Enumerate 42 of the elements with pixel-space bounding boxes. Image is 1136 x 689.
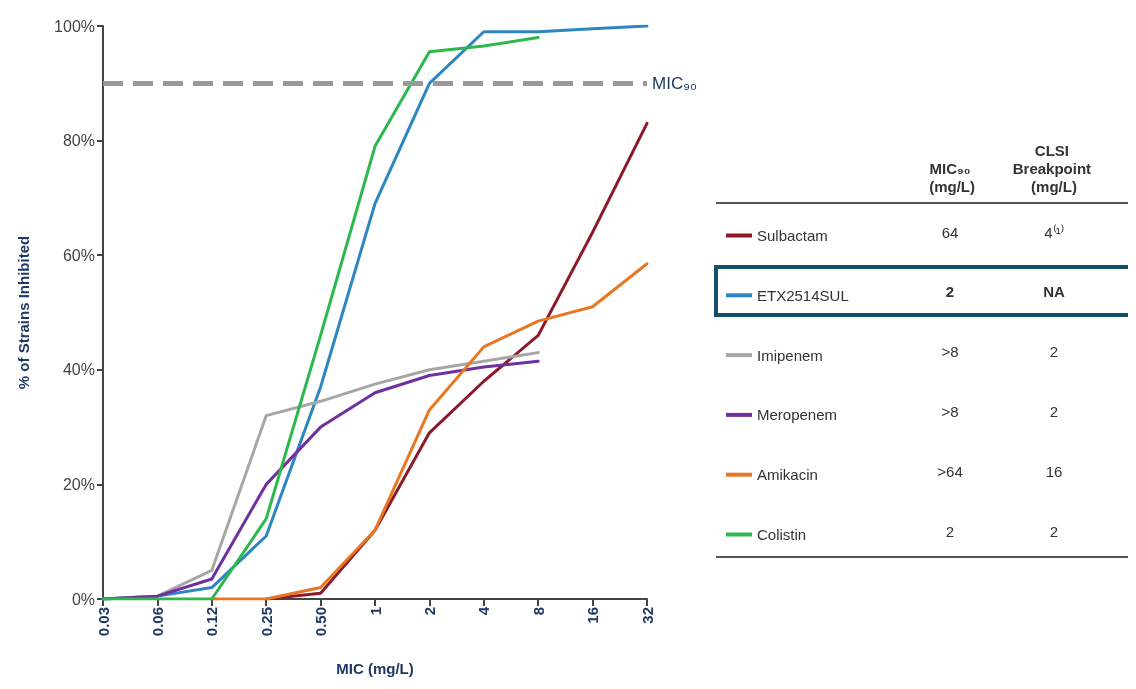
- legend-label: ETX2514SUL: [757, 286, 849, 304]
- text: 2: [1049, 343, 1059, 361]
- text: MIC₉₀ (mg/L): [925, 159, 975, 195]
- x-tick-label: 0.03: [94, 607, 112, 637]
- x-tick-label: 0.12: [203, 607, 221, 637]
- text: NA: [1043, 283, 1065, 301]
- y-tick-label: 60%: [62, 246, 95, 264]
- ref-line-label: MIC₉₀: [652, 73, 697, 93]
- legend-label: Imipenem: [757, 346, 823, 364]
- y-tick-label: 80%: [62, 132, 95, 150]
- legend-label: Meropenem: [757, 406, 838, 424]
- text: 2: [1049, 522, 1059, 540]
- y-tick-label: 0%: [71, 590, 95, 608]
- y-tick-label: 20%: [62, 475, 95, 493]
- y-axis-title: % of Strains Inhibited: [15, 235, 32, 390]
- text: 2: [945, 283, 955, 301]
- text: >64: [937, 462, 963, 480]
- legend-label: Amikacin: [757, 466, 818, 484]
- x-tick-label: 1: [366, 607, 384, 616]
- legend-label: Sulbactam: [757, 227, 828, 244]
- legend-label: Colistin: [757, 526, 807, 543]
- x-tick-label: 8: [529, 607, 547, 616]
- x-tick-label: 0.50: [312, 607, 330, 637]
- text: CLSI Breakpoint (mg/L): [1012, 141, 1096, 195]
- text: 16: [1045, 462, 1063, 480]
- x-tick-label: 16: [584, 607, 602, 624]
- x-axis-title: MIC (mg/L): [336, 660, 414, 677]
- text: 2: [1049, 402, 1059, 420]
- text: >8: [941, 402, 959, 420]
- x-tick-label: 0.06: [148, 607, 166, 637]
- line-series: [101, 35, 540, 601]
- y-tick-label: 100%: [54, 17, 95, 35]
- text: 4⁽¹⁾: [1044, 223, 1064, 241]
- text: 2: [945, 522, 955, 540]
- x-tick-label: 32: [638, 607, 656, 624]
- text: 64: [941, 223, 959, 241]
- x-tick-label: 0.25: [257, 607, 275, 637]
- x-tick-label: 4: [475, 606, 493, 616]
- y-tick-label: 40%: [62, 361, 95, 379]
- line-series: [210, 262, 649, 601]
- x-tick-label: 2: [420, 607, 438, 616]
- text: >8: [941, 343, 959, 361]
